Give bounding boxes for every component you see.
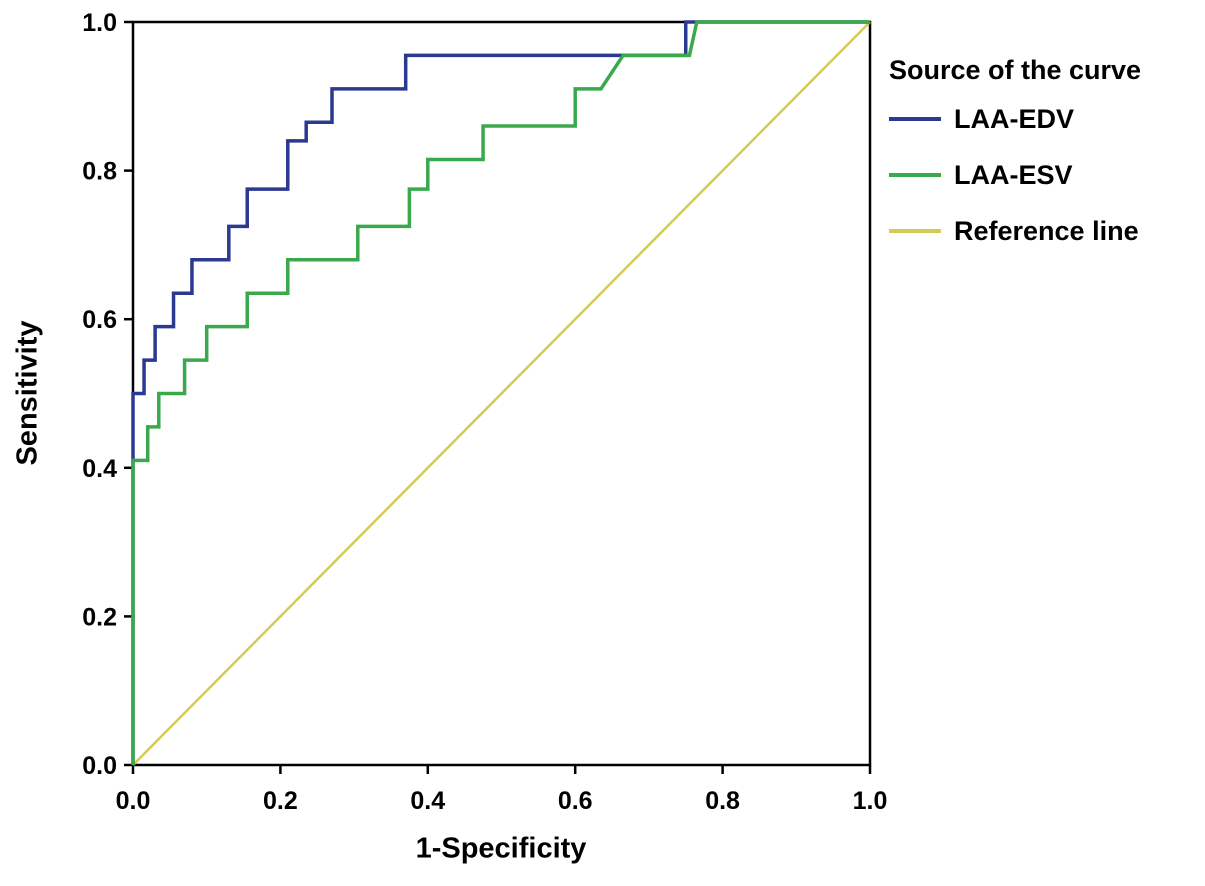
x-tick-label: 0.8 xyxy=(705,787,740,815)
legend-entry: Reference line xyxy=(889,214,1141,248)
x-tick-label: 0.4 xyxy=(410,787,445,815)
y-tick-label: 1.0 xyxy=(82,9,117,37)
series-curve-laa-edv xyxy=(131,20,870,765)
series-curve-laa-esv xyxy=(131,20,870,765)
legend-line-swatch xyxy=(889,117,941,121)
legend-entry-label: LAA-ESV xyxy=(954,159,1073,190)
y-axis-title: Sensitivity xyxy=(11,320,44,466)
legend: Source of the curve LAA-EDV LAA-ESV Refere… xyxy=(889,55,1141,270)
y-tick-label: 0.6 xyxy=(82,306,117,334)
legend-entries: LAA-EDV LAA-ESV Reference line xyxy=(889,102,1141,248)
y-tick-label: 0.2 xyxy=(82,603,117,631)
y-tick-label: 0.4 xyxy=(82,455,117,483)
x-tick-label: 1.0 xyxy=(853,787,888,815)
legend-entry: LAA-ESV xyxy=(889,158,1141,192)
y-tick-label: 0.8 xyxy=(82,158,117,186)
x-tick-label: 0.6 xyxy=(558,787,593,815)
legend-line-swatch xyxy=(889,173,941,177)
x-tick-label: 0.0 xyxy=(116,787,151,815)
legend-entry-label: Reference line xyxy=(954,215,1139,246)
legend-line-swatch xyxy=(889,229,941,233)
x-tick-label: 0.2 xyxy=(263,787,298,815)
legend-entry: LAA-EDV xyxy=(889,102,1141,136)
x-axis-title: 1-Specificity xyxy=(415,832,587,865)
y-tick-label: 0.0 xyxy=(82,752,117,780)
legend-title: Source of the curve xyxy=(889,55,1142,85)
series-curve-reference-line xyxy=(132,21,871,766)
legend-entry-label: LAA-EDV xyxy=(954,103,1074,134)
